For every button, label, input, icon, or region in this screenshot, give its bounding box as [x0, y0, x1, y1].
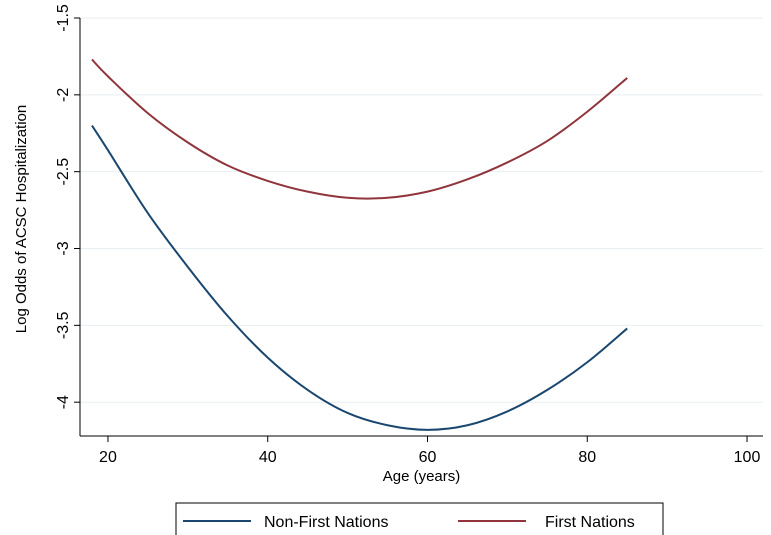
x-axis-title: Age (years) — [383, 468, 461, 485]
y-tick-label: -4 — [55, 395, 72, 409]
series-line-non-first-nations — [91, 125, 628, 431]
x-tick-label: 80 — [578, 449, 596, 466]
x-tick-label: 40 — [259, 449, 277, 466]
legend-box — [175, 502, 664, 535]
series-line-first-nations — [91, 58, 628, 200]
legend: Non-First Nations First Nations — [175, 502, 664, 535]
y-axis-title: Log Odds of ACSC Hospitalization — [13, 105, 30, 333]
x-tick-label: 100 — [734, 449, 761, 466]
legend-label-first-nations: First Nations — [545, 514, 635, 531]
series-lines — [91, 58, 628, 431]
gridlines — [80, 17, 763, 403]
y-axis-ticks: -4 -3.5 -3 -2.5 -2 -1.5 — [55, 4, 80, 409]
x-axis-ticks: 20 40 60 80 100 — [99, 436, 760, 466]
x-tick-label: 60 — [419, 449, 437, 466]
legend-label-non-first-nations: Non-First Nations — [264, 514, 388, 531]
y-tick-label: -2.5 — [55, 158, 72, 186]
y-tick-label: -3 — [55, 241, 72, 255]
x-tick-label: 20 — [99, 449, 117, 466]
y-tick-label: -2 — [55, 88, 72, 102]
y-tick-label: -3.5 — [55, 311, 72, 339]
y-tick-label: -1.5 — [55, 4, 72, 32]
